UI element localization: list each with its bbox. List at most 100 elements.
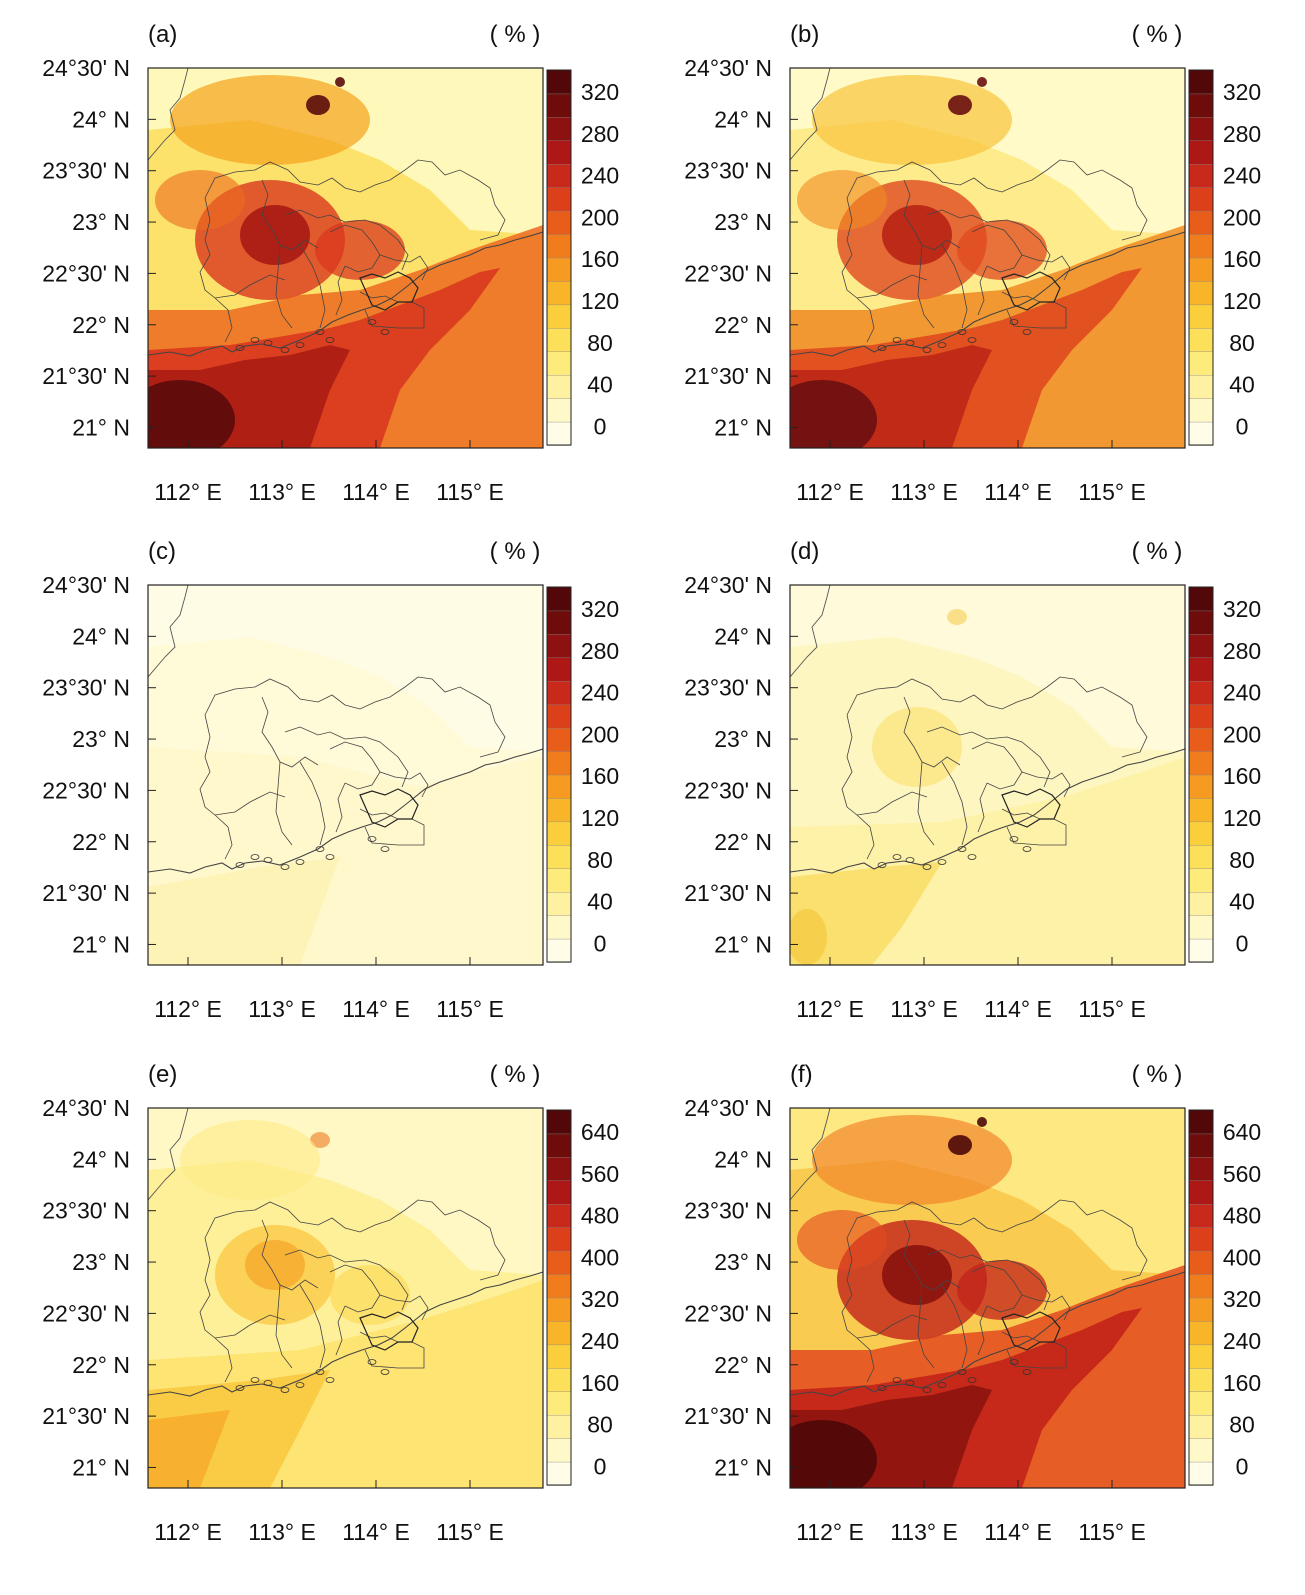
map-field <box>148 585 543 965</box>
province-border <box>790 68 831 161</box>
island <box>380 1369 390 1375</box>
island <box>957 329 967 335</box>
lon-tick-label: 115° E <box>436 1519 504 1545</box>
prefecture-boundary <box>846 159 1148 241</box>
lat-tick-label: 21° N <box>72 931 130 957</box>
prefecture-boundary <box>299 244 326 329</box>
panel-label: (e) <box>148 1061 177 1088</box>
lon-tick-label: 115° E <box>436 996 504 1022</box>
colorbar-swatch <box>546 1180 572 1205</box>
lat-tick-label: 24° N <box>714 106 772 132</box>
colorbar-swatch <box>546 304 572 329</box>
lat-tick-label: 22°30' N <box>42 777 130 803</box>
colorbar-tick-label: 40 <box>1229 889 1255 915</box>
island <box>905 340 915 346</box>
prefecture-boundary <box>1021 771 1071 798</box>
island <box>1022 329 1032 335</box>
lat-tick-label: 24° N <box>714 1146 772 1172</box>
province-border <box>790 585 831 678</box>
colorbar-swatch <box>1188 914 1214 940</box>
island <box>235 345 245 351</box>
lat-tick-label: 24°30' N <box>42 572 130 598</box>
prefecture-boundary <box>335 265 346 316</box>
lat-tick-label: 22° N <box>72 312 130 338</box>
colorbar-swatch <box>546 821 572 846</box>
province-border <box>148 68 189 161</box>
colorbar-tick-label: 160 <box>581 246 619 272</box>
prefecture-boundary <box>204 1199 506 1281</box>
panel-label: (f) <box>790 1061 813 1088</box>
coastline <box>790 748 1185 874</box>
colorbar-swatch <box>546 257 572 282</box>
prefecture-boundary <box>846 676 1148 758</box>
island <box>263 1380 273 1386</box>
lat-tick-label: 21° N <box>72 414 130 440</box>
prefecture-boundary <box>941 1284 968 1369</box>
colorbar-frame <box>1188 586 1214 963</box>
hong-kong-outline <box>359 271 419 311</box>
island <box>263 340 273 346</box>
colorbar-swatch <box>546 1437 572 1463</box>
island <box>1009 1359 1019 1365</box>
lat-tick-label: 23° N <box>714 209 772 235</box>
island <box>295 859 305 865</box>
colorbar-tick-label: 320 <box>1223 596 1261 622</box>
colorbar-tick-label: 80 <box>587 1412 613 1438</box>
colorbar-swatch <box>1188 257 1214 282</box>
prefecture-boundary <box>971 1264 1023 1313</box>
lon-tick-label: 113° E <box>890 1519 958 1545</box>
hong-kong-outline <box>1001 788 1061 828</box>
prefecture-boundary <box>917 1284 935 1369</box>
panel-label: (a) <box>148 21 177 48</box>
prefecture-boundary <box>275 761 293 846</box>
colorbar-swatch <box>546 680 572 705</box>
map-field <box>148 1108 543 1488</box>
panel-e: (e) ( % ) 24°30' N 24° N 23°30' N 23° N 22°30'… <box>0 1050 640 1565</box>
colorbar-swatch <box>1188 1133 1214 1158</box>
colorbar-swatch <box>546 374 572 399</box>
colorbar-swatch <box>1188 774 1214 799</box>
colorbar-tick-label: 280 <box>1223 121 1261 147</box>
coastline <box>148 231 543 357</box>
prefecture-boundary <box>1021 254 1071 281</box>
colorbar-swatch <box>546 327 572 352</box>
colorbar-swatch <box>1188 1180 1214 1205</box>
prefecture-boundary <box>977 265 988 316</box>
colorbar-swatch <box>546 750 572 776</box>
colorbar-tick-label: 200 <box>581 721 619 747</box>
prefecture-boundary <box>275 1284 293 1369</box>
colorbar-swatch <box>1188 1344 1214 1369</box>
prefecture-boundary <box>261 696 319 768</box>
prefecture-boundary <box>359 1331 425 1369</box>
colorbar-swatch <box>1188 304 1214 329</box>
unit-label: ( % ) <box>1132 21 1183 48</box>
colorbar-swatch <box>1188 891 1214 916</box>
colorbar-tick-label: 400 <box>581 1244 619 1270</box>
prefecture-boundary <box>977 782 988 833</box>
prefecture-boundary <box>199 1237 286 1339</box>
island <box>937 859 947 865</box>
colorbar-swatch <box>1188 750 1214 776</box>
panel-c-svg: (c) ( % ) 24°30' N 24° N 23°30' N 23° N 22°30'… <box>42 538 619 1022</box>
colorbar-swatch <box>1188 140 1214 165</box>
colorbar-swatch <box>1188 210 1214 235</box>
colorbar-tick-label: 160 <box>1223 246 1261 272</box>
colorbar-tick-label: 320 <box>581 79 619 105</box>
colorbar-tick-label: 320 <box>581 596 619 622</box>
prefecture-boundary <box>335 1305 346 1356</box>
lat-tick-label: 22° N <box>714 1352 772 1378</box>
colorbar-swatch <box>546 186 572 212</box>
colorbar-tick-label: 240 <box>581 1328 619 1354</box>
colorbar-swatch <box>546 1461 572 1486</box>
lon-tick-label: 115° E <box>1078 996 1146 1022</box>
prefecture-boundary <box>214 1337 233 1383</box>
unit-label: ( % ) <box>490 21 541 48</box>
colorbar-tick-label: 160 <box>1223 763 1261 789</box>
prefecture-boundary <box>977 1305 988 1356</box>
island <box>905 857 915 863</box>
colorbar-swatch <box>1188 1297 1214 1322</box>
island <box>892 854 902 860</box>
island <box>877 1385 887 1391</box>
lat-tick-label: 22° N <box>72 829 130 855</box>
